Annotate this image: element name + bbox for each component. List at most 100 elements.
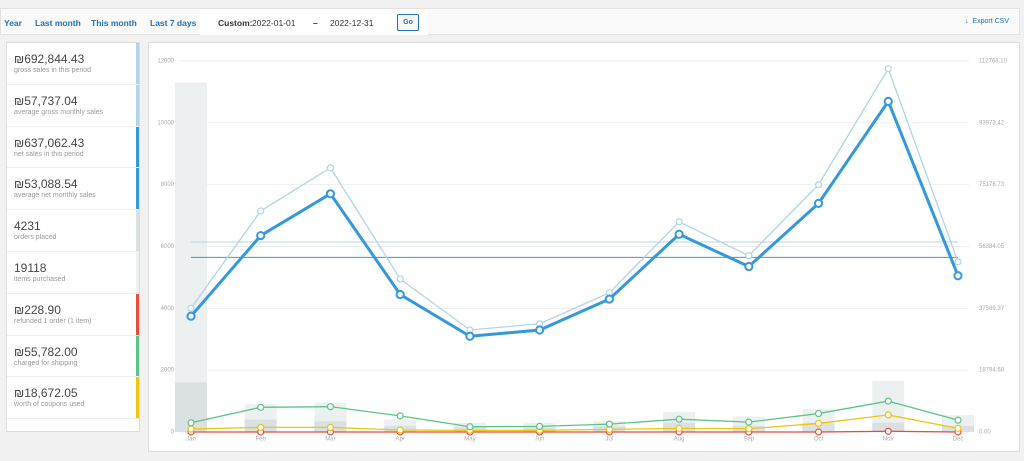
- x-tick-label: Mar: [325, 437, 335, 443]
- y-tick-label: 0: [171, 430, 175, 436]
- point: [953, 271, 963, 281]
- summary-item[interactable]: 19118 items purchased: [7, 251, 139, 294]
- series-line: [190, 400, 959, 428]
- point: [465, 331, 475, 341]
- point: [535, 325, 545, 335]
- y2-tick-label: 56384.05: [979, 244, 1005, 250]
- chart: 0 2000 4000 6000 8000 10000 12000 0.00 18794.68 3…: [157, 59, 1008, 443]
- x-tick-label: Dec: [953, 437, 964, 443]
- summary-item[interactable]: ₪57,737.04 average gross monthly sales: [7, 84, 139, 127]
- y2-tick-label: 93973.42: [979, 120, 1005, 126]
- summary-value: ₪692,844.43: [14, 52, 85, 66]
- range-bar: Year Last month This month Last 7 days C…: [0, 8, 1020, 35]
- summary-item[interactable]: ₪692,844.43 gross sales in this period: [7, 43, 139, 85]
- summary-value: ₪53,088.54: [14, 177, 78, 192]
- point: [536, 422, 544, 431]
- point: [257, 423, 265, 431]
- custom-label: Custom:: [218, 18, 253, 28]
- x-tick-label: Nov: [883, 437, 894, 443]
- go-button[interactable]: Go: [397, 14, 419, 31]
- summary-color: [136, 84, 139, 126]
- summary-value: 4231: [14, 219, 41, 234]
- summary-item[interactable]: ₪53,088.54 average net monthly sales: [7, 168, 139, 211]
- point: [884, 65, 892, 73]
- summary-color: [136, 251, 139, 293]
- point: [326, 423, 335, 431]
- tab[interactable]: Year: [4, 18, 22, 28]
- point: [326, 403, 335, 411]
- point: [884, 427, 892, 435]
- point: [814, 419, 823, 428]
- summary-description: orders placed: [14, 234, 57, 242]
- tab[interactable]: Last month: [35, 18, 81, 28]
- point: [396, 426, 404, 434]
- point: [954, 416, 962, 424]
- y2-tick-label: 37589.37: [979, 306, 1005, 312]
- point: [674, 229, 684, 239]
- summary-color: [136, 43, 139, 84]
- tab[interactable]: Last 7 days: [150, 18, 197, 28]
- summary-color: [136, 335, 139, 377]
- summary-item[interactable]: ₪637,062.43 net sales in this period: [7, 126, 139, 169]
- x-tick-label: Aug: [674, 437, 685, 443]
- series-line: [189, 98, 960, 338]
- point: [814, 428, 823, 436]
- summary-description: items purchased: [14, 275, 66, 283]
- point: [745, 418, 753, 426]
- summary-value: ₪228.90: [14, 302, 61, 317]
- point: [605, 420, 613, 428]
- point: [814, 409, 823, 418]
- point: [745, 252, 753, 260]
- x-tick-label: Sep: [743, 437, 754, 443]
- summary-description: gross sales in this period: [14, 67, 92, 74]
- point: [466, 423, 474, 431]
- summary-color: [136, 168, 139, 210]
- y2-tick-label: 112768.10: [979, 59, 1008, 65]
- custom-range: Custom: 2022-01-01 – 2022-12-31 Go: [200, 9, 428, 35]
- bar: [872, 422, 905, 432]
- summary-value: ₪18,672.05: [14, 386, 78, 401]
- separator: –: [313, 18, 318, 28]
- summary-color: [136, 126, 139, 168]
- summary-item[interactable]: ₪18,672.05 worth of coupons used: [7, 377, 139, 420]
- start-date[interactable]: 2022-01-01: [252, 18, 296, 28]
- export-csv[interactable]: ↓ Export CSV: [965, 18, 1009, 25]
- summary-value: ₪55,782.00: [14, 344, 78, 359]
- point: [883, 96, 893, 106]
- point: [675, 424, 683, 432]
- chart-panel: 0 2000 4000 6000 8000 10000 12000 0.00 18794.68 3…: [148, 42, 1020, 452]
- y2-tick-label: 18794.68: [979, 368, 1005, 374]
- summary-description: refunded 1 order (1 item): [14, 317, 92, 325]
- x-tick-label: Jun: [535, 437, 545, 443]
- point: [187, 419, 195, 427]
- summary-color: [136, 210, 139, 251]
- bar: [802, 422, 835, 432]
- tab[interactable]: This month: [91, 18, 137, 28]
- point: [257, 403, 265, 411]
- point: [814, 180, 823, 189]
- series-line: [190, 67, 959, 331]
- summary-item[interactable]: 4231 orders placed: [7, 210, 139, 252]
- export-label[interactable]: Export CSV: [972, 18, 1009, 25]
- point: [954, 258, 962, 266]
- point: [187, 304, 195, 312]
- point: [745, 425, 753, 433]
- y2-tick-label: 0.00: [979, 430, 991, 436]
- summary-legend: ₪692,844.43 gross sales in this period ₪57…: [6, 42, 140, 432]
- point: [396, 412, 404, 420]
- summary-item[interactable]: ₪228.90 refunded 1 order (1 item): [7, 293, 139, 336]
- summary-item[interactable]: ₪55,782.00 charged for shipping: [7, 335, 139, 378]
- point: [256, 230, 266, 241]
- point: [325, 189, 336, 199]
- x-tick-label: Oct: [814, 437, 824, 443]
- point: [396, 275, 404, 283]
- x-tick-label: Apr: [396, 437, 405, 443]
- y-tick-label: 10000: [157, 120, 174, 126]
- point: [187, 425, 195, 433]
- point: [884, 411, 892, 419]
- y-tick-label: 6000: [161, 244, 175, 250]
- x-tick-label: Jul: [606, 437, 614, 443]
- end-date[interactable]: 2022-12-31: [330, 18, 374, 28]
- summary-description: worth of coupons used: [14, 401, 85, 409]
